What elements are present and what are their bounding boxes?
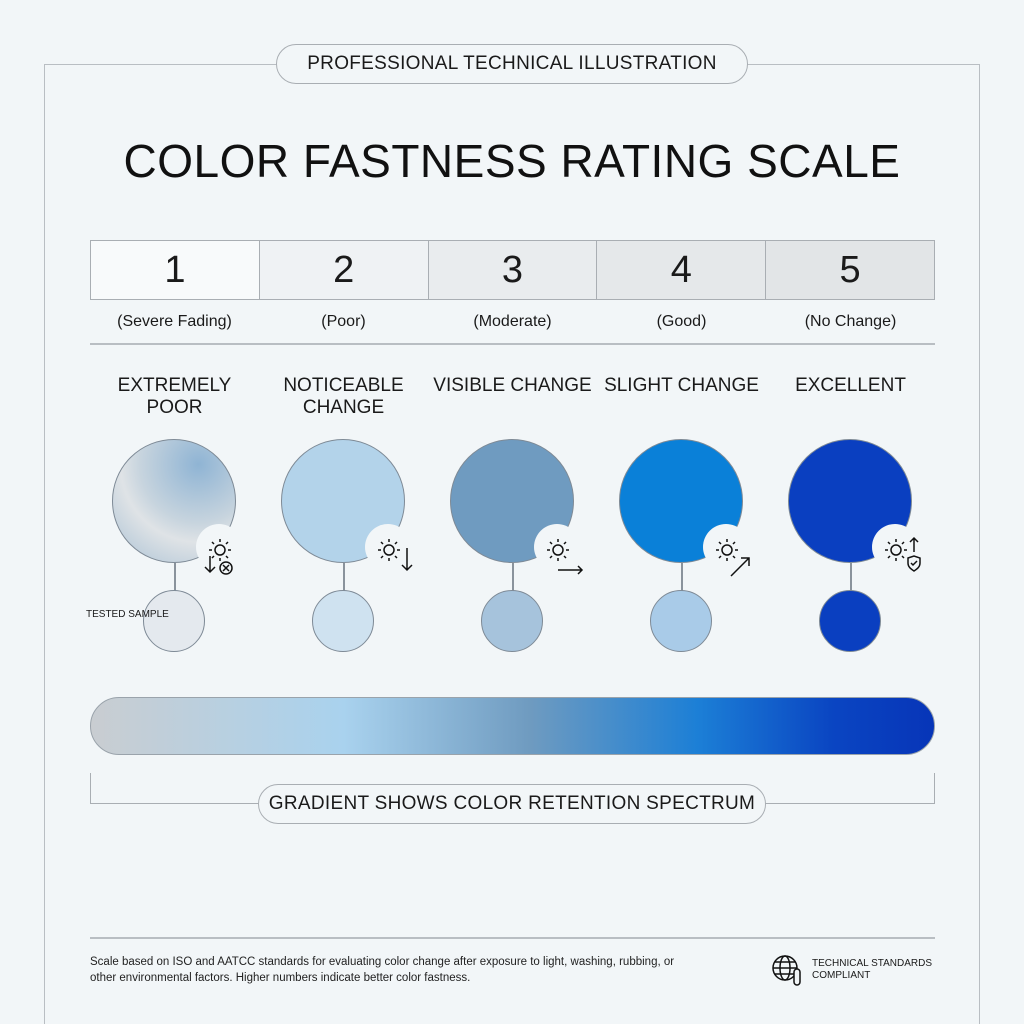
divider (90, 343, 935, 345)
tested-sample-label: TESTED SAMPLE (86, 609, 169, 620)
standards-compliant-label: TECHNICAL STANDARDS COMPLIANT (812, 958, 933, 981)
rating-description: (No Change) (804, 313, 897, 330)
connector-line (174, 563, 176, 591)
rating-quality: EXTREMELY POOR (117, 375, 232, 418)
rating-description: (Moderate) (473, 313, 552, 330)
connector-line (343, 563, 345, 591)
badge-cutout (534, 524, 580, 570)
sun-up-right-icon (716, 539, 750, 577)
connector-line (681, 563, 683, 591)
rating-cell-4: 4 (597, 241, 767, 299)
gradient-label: GRADIENT SHOWS COLOR RETENTION SPECTRUM (258, 784, 766, 824)
rating-cell-3: 3 (428, 241, 598, 299)
rating-quality: EXCELLENT (795, 375, 906, 396)
footer-divider (90, 937, 935, 939)
rating-description: (Good) (656, 313, 707, 330)
badge-cutout (872, 524, 918, 570)
sun-right-icon (547, 539, 584, 575)
page-title: COLOR FASTNESS RATING SCALE (123, 135, 901, 187)
rating-cell-2: 2 (259, 241, 429, 299)
rating-quality: VISIBLE CHANGE (433, 375, 592, 396)
sun-down-x-icon (204, 539, 233, 575)
tested-sample-swatch (819, 590, 881, 652)
tested-sample-swatch (312, 590, 374, 652)
rating-table: 1 2 3 4 5 (90, 240, 935, 300)
rating-description: (Severe Fading) (117, 313, 232, 330)
header-badge: PROFESSIONAL TECHNICAL ILLUSTRATION (276, 44, 748, 84)
rating-cell-5: 5 (766, 241, 934, 299)
badge-cutout (365, 524, 411, 570)
sun-down-icon (378, 539, 413, 572)
rating-quality: SLIGHT CHANGE (604, 375, 759, 396)
tested-sample-swatch (481, 590, 543, 652)
tested-sample-swatch (143, 590, 205, 652)
connector-line (512, 563, 514, 591)
color-retention-gradient (90, 697, 935, 755)
footer-note: Scale based on ISO and AATCC standards f… (90, 956, 675, 984)
tested-sample-swatch (650, 590, 712, 652)
badge-cutout (196, 524, 242, 570)
rating-quality: NOTICEABLE CHANGE (283, 375, 404, 418)
sun-up-shield-icon (885, 536, 921, 572)
badge-cutout (703, 524, 749, 570)
rating-cell-1: 1 (91, 241, 260, 299)
globe-test-tube-icon (772, 955, 801, 986)
rating-description: (Poor) (321, 313, 366, 330)
connector-line (850, 563, 852, 591)
